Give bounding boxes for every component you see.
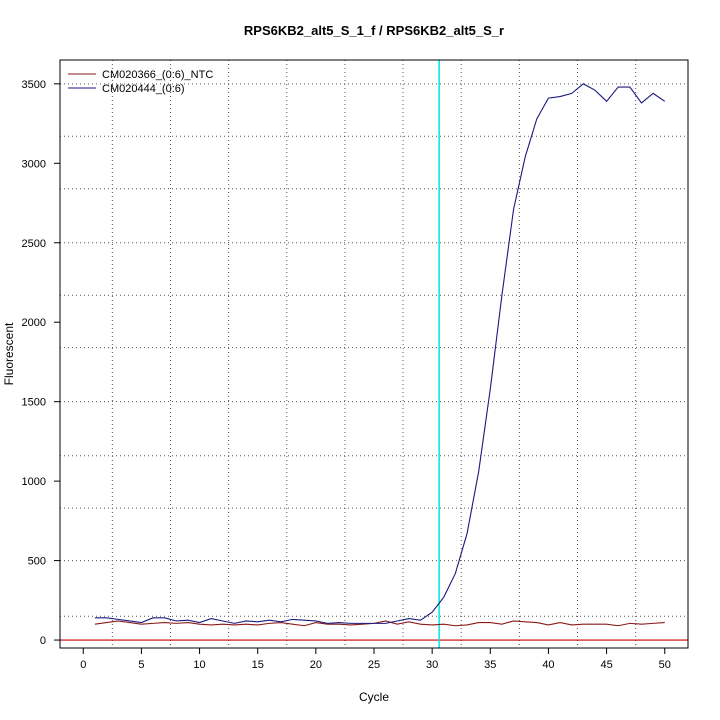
- y-tick-label: 2500: [22, 238, 46, 250]
- y-tick-label: 3000: [22, 158, 46, 170]
- x-tick-label: 50: [659, 659, 671, 671]
- y-tick-label: 3500: [22, 79, 46, 91]
- y-axis-label: Fluorescent: [2, 322, 16, 385]
- grid: [60, 60, 688, 648]
- series-line-ntc: [94, 620, 665, 627]
- y-tick-label: 0: [40, 635, 46, 647]
- x-tick-label: 35: [484, 659, 496, 671]
- y-tick-label: 1000: [22, 476, 46, 488]
- y-tick-label: 1500: [22, 397, 46, 409]
- y-tick-label: 500: [28, 556, 46, 568]
- axes: 0 5 10 15 20 25 30 35 40 45 5005001000150020002500…: [22, 79, 671, 671]
- y-tick-label: 2000: [22, 317, 46, 329]
- x-tick-label: 20: [310, 659, 322, 671]
- x-tick-label: 0: [80, 659, 86, 671]
- series-line-sample: [94, 83, 666, 624]
- x-tick-label: 15: [252, 659, 264, 671]
- x-tick-label: 40: [542, 659, 554, 671]
- chart-title: RPS6KB2_alt5_S_1_f / RPS6KB2_alt5_S_r: [244, 23, 504, 38]
- x-axis-label: Cycle: [359, 690, 389, 704]
- reference-lines: [60, 60, 688, 648]
- x-tick-label: 10: [193, 659, 205, 671]
- x-tick-label: 25: [368, 659, 380, 671]
- legend: CM020366_(0:6)_NTC CM020444_(0:6): [68, 69, 213, 95]
- series-lines: [94, 83, 666, 627]
- x-tick-label: 30: [426, 659, 438, 671]
- x-tick-label: 5: [138, 659, 144, 671]
- x-tick-label: 45: [600, 659, 612, 671]
- legend-label-sample: CM020444_(0:6): [102, 83, 185, 95]
- legend-label-ntc: CM020366_(0:6)_NTC: [102, 69, 213, 81]
